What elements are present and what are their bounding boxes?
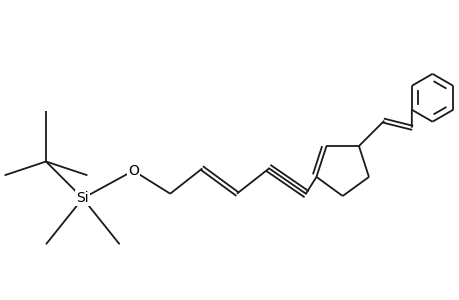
Text: Si: Si — [76, 191, 89, 205]
Text: O: O — [128, 164, 139, 178]
